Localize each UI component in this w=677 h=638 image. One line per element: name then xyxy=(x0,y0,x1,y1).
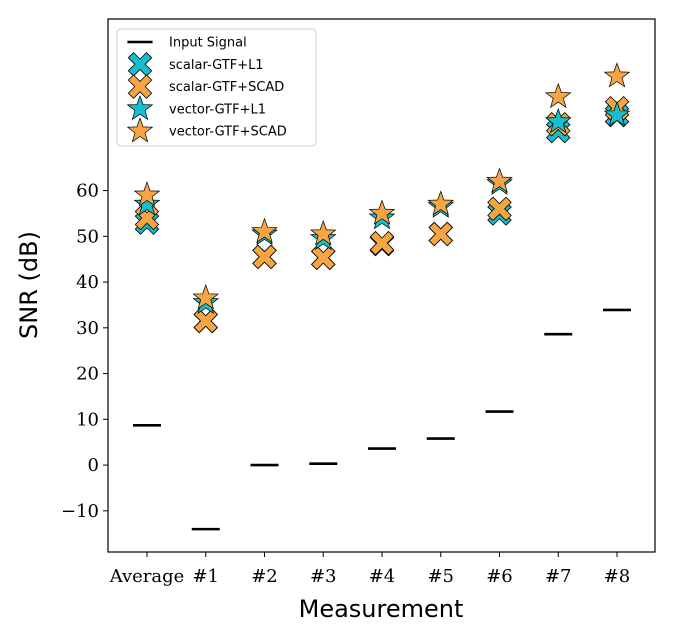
x-tick-label: #5 xyxy=(427,566,454,587)
legend-label: Input Signal xyxy=(169,36,247,51)
y-tick-label: 40 xyxy=(76,272,99,293)
y-tick-label: 10 xyxy=(76,409,99,430)
x-axis: Average #1 #2 #3 #4 #5 #6 #7 #8 xyxy=(109,552,631,587)
x-tick-label: #2 xyxy=(251,566,278,587)
series-vector-gtf-scad xyxy=(133,62,631,310)
x-tick-label: Average xyxy=(109,566,185,587)
series-input-signal xyxy=(133,308,631,531)
y-tick-label: 30 xyxy=(76,318,99,339)
star-marker xyxy=(544,82,572,109)
x-tick-label: #1 xyxy=(192,566,219,587)
legend-marker xyxy=(126,117,154,143)
x-tick-label: #7 xyxy=(545,566,572,587)
x-marker xyxy=(369,230,395,256)
legend-label: scalar-GTF+SCAD xyxy=(169,80,284,95)
legend-entry: vector-GTF+L1 xyxy=(126,94,266,121)
legend-marker xyxy=(126,94,154,121)
legend-entry: scalar-GTF+SCAD xyxy=(127,74,284,99)
star-marker xyxy=(427,190,455,216)
star-marker xyxy=(486,167,513,193)
x-marker xyxy=(428,221,454,247)
legend-marker xyxy=(127,74,153,99)
y-tick-label: −10 xyxy=(61,501,99,522)
star-marker xyxy=(368,199,396,225)
y-tick-label: 60 xyxy=(76,181,99,202)
x-axis-label: Measurement xyxy=(299,595,464,623)
star-marker xyxy=(544,107,572,134)
star-marker xyxy=(603,62,631,88)
x-tick-label: #8 xyxy=(604,566,631,587)
y-tick-label: 20 xyxy=(76,364,99,385)
legend: Input Signal scalar-GTF+L1 scalar-GTF+SCAD… xyxy=(116,28,317,147)
star-marker xyxy=(309,219,337,246)
x-marker xyxy=(487,196,512,222)
star-marker xyxy=(133,181,161,207)
legend-label: vector-GTF+L1 xyxy=(169,102,266,117)
data-marks xyxy=(133,62,631,531)
legend-entry: Input Signal xyxy=(127,36,247,51)
star-marker xyxy=(603,101,631,127)
y-axis: −10 0 10 20 30 40 50 60 xyxy=(61,181,108,522)
x-tick-label: #6 xyxy=(486,566,513,587)
legend-label: vector-GTF+SCAD xyxy=(169,125,287,140)
legend-entry: vector-GTF+SCAD xyxy=(126,117,287,143)
star-marker xyxy=(133,190,161,216)
y-axis-label: SNR (dB) xyxy=(15,231,43,339)
y-tick-label: 50 xyxy=(76,226,99,247)
x-marker xyxy=(252,244,277,270)
star-marker xyxy=(192,284,220,310)
star-marker xyxy=(251,217,278,244)
y-tick-label: 0 xyxy=(88,455,99,476)
legend-entry: scalar-GTF+L1 xyxy=(127,52,264,77)
x-tick-label: #4 xyxy=(369,566,396,587)
legend-box xyxy=(116,28,317,147)
legend-label: scalar-GTF+L1 xyxy=(169,58,264,73)
x-tick-label: #3 xyxy=(310,566,337,587)
